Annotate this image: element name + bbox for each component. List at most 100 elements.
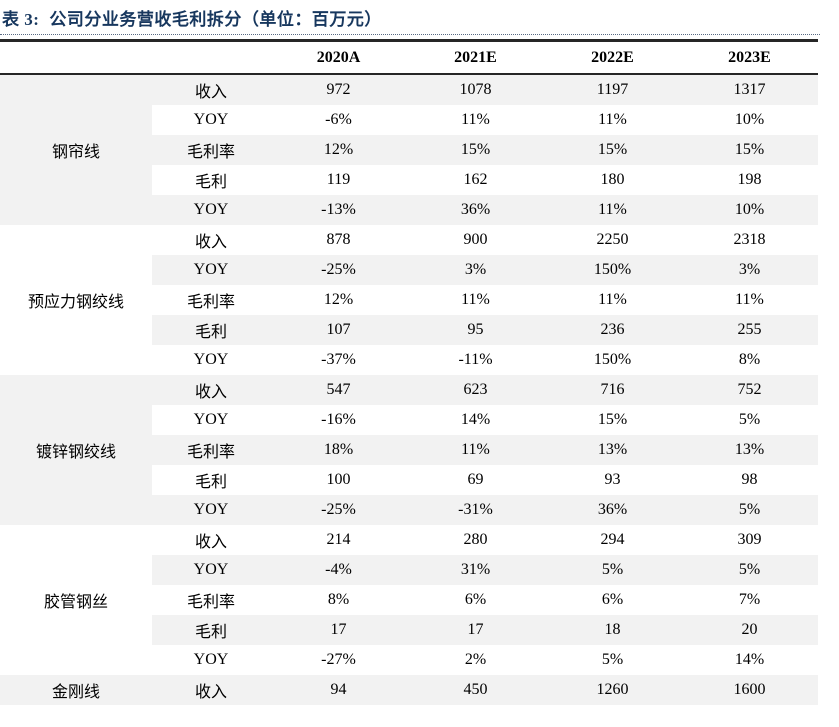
value-cell: 1078 bbox=[407, 74, 544, 105]
value-cell: -25% bbox=[270, 255, 407, 285]
value-cell: 119 bbox=[270, 165, 407, 195]
value-cell: 180 bbox=[544, 165, 681, 195]
year-header-cell: 2022E bbox=[544, 40, 681, 75]
value-cell: 17 bbox=[407, 615, 544, 645]
metric-label-cell: 毛利率 bbox=[152, 435, 270, 465]
value-cell: 15% bbox=[544, 405, 681, 435]
value-cell: 107 bbox=[270, 315, 407, 345]
header-empty-cell bbox=[0, 40, 270, 75]
value-cell: 294 bbox=[544, 525, 681, 555]
value-cell: 5% bbox=[681, 495, 818, 525]
financial-table: 2020A 2021E 2022E 2023E 钢帘线 收入 972 1078 1197 131… bbox=[0, 39, 818, 705]
value-cell: 236 bbox=[544, 315, 681, 345]
table-title-text: 公司分业务营收毛利拆分（单位：百万元） bbox=[49, 10, 382, 29]
value-cell: 11% bbox=[544, 285, 681, 315]
value-cell: -25% bbox=[270, 495, 407, 525]
value-cell: 13% bbox=[681, 435, 818, 465]
value-cell: 95 bbox=[407, 315, 544, 345]
value-cell: 900 bbox=[407, 225, 544, 255]
table-row: 金刚线 收入 94 450 1260 1600 bbox=[0, 675, 818, 705]
year-header-cell: 2020A bbox=[270, 40, 407, 75]
group-label-cell: 钢帘线 bbox=[0, 74, 152, 225]
metric-label-cell: YOY bbox=[152, 195, 270, 225]
value-cell: 17 bbox=[270, 615, 407, 645]
value-cell: 1600 bbox=[681, 675, 818, 705]
value-cell: 150% bbox=[544, 255, 681, 285]
value-cell: 2250 bbox=[544, 225, 681, 255]
value-cell: 11% bbox=[544, 105, 681, 135]
metric-label-cell: YOY bbox=[152, 405, 270, 435]
table-row: 毛利率 18% 11% 13% 13% bbox=[0, 435, 818, 465]
metric-label-cell: 收入 bbox=[152, 675, 270, 705]
value-cell: 972 bbox=[270, 74, 407, 105]
table-row: YOY -25% -31% 36% 5% bbox=[0, 495, 818, 525]
value-cell: 150% bbox=[544, 345, 681, 375]
metric-label-cell: 收入 bbox=[152, 375, 270, 405]
value-cell: 13% bbox=[544, 435, 681, 465]
header-row: 2020A 2021E 2022E 2023E bbox=[0, 40, 818, 75]
value-cell: 6% bbox=[407, 585, 544, 615]
metric-label-cell: YOY bbox=[152, 105, 270, 135]
table-row: 毛利率 8% 6% 6% 7% bbox=[0, 585, 818, 615]
value-cell: 36% bbox=[407, 195, 544, 225]
group-label-cell: 镀锌钢绞线 bbox=[0, 375, 152, 525]
value-cell: 11% bbox=[407, 435, 544, 465]
table-row: 镀锌钢绞线 收入 547 623 716 752 bbox=[0, 375, 818, 525]
value-cell: 309 bbox=[681, 525, 818, 555]
value-cell: 12% bbox=[270, 135, 407, 165]
table-row: 毛利 119 162 180 198 bbox=[0, 165, 818, 195]
metric-label-cell: YOY bbox=[152, 345, 270, 375]
value-cell: 198 bbox=[681, 165, 818, 195]
value-cell: 18 bbox=[544, 615, 681, 645]
table-row: 毛利 107 95 236 255 bbox=[0, 315, 818, 345]
value-cell: 547 bbox=[270, 375, 407, 405]
value-cell: 10% bbox=[681, 195, 818, 225]
value-cell: 3% bbox=[681, 255, 818, 285]
table-row: YOY -16% 14% 15% 5% bbox=[0, 405, 818, 435]
value-cell: 11% bbox=[681, 285, 818, 315]
value-cell: 15% bbox=[681, 135, 818, 165]
metric-label-cell: 毛利率 bbox=[152, 585, 270, 615]
value-cell: -27% bbox=[270, 645, 407, 675]
table-title-number: 表 3: bbox=[2, 10, 40, 29]
value-cell: 878 bbox=[270, 225, 407, 255]
value-cell: 450 bbox=[407, 675, 544, 705]
value-cell: 100 bbox=[270, 465, 407, 495]
table-row: YOY -4% 31% 5% 5% bbox=[0, 555, 818, 585]
table-row: YOY -13% 36% 11% 10% bbox=[0, 195, 818, 225]
value-cell: 5% bbox=[681, 405, 818, 435]
group-label-cell: 预应力钢绞线 bbox=[0, 225, 152, 375]
value-cell: 10% bbox=[681, 105, 818, 135]
value-cell: 15% bbox=[407, 135, 544, 165]
value-cell: 20 bbox=[681, 615, 818, 645]
value-cell: 15% bbox=[544, 135, 681, 165]
value-cell: 2% bbox=[407, 645, 544, 675]
value-cell: -13% bbox=[270, 195, 407, 225]
value-cell: 11% bbox=[407, 285, 544, 315]
metric-label-cell: 毛利 bbox=[152, 315, 270, 345]
value-cell: 162 bbox=[407, 165, 544, 195]
value-cell: 623 bbox=[407, 375, 544, 405]
table-row: 胶管钢丝 收入 214 280 294 309 bbox=[0, 525, 818, 675]
value-cell: 11% bbox=[544, 195, 681, 225]
value-cell: 14% bbox=[407, 405, 544, 435]
metric-label-cell: 毛利 bbox=[152, 615, 270, 645]
value-cell: 2318 bbox=[681, 225, 818, 255]
metric-label-cell: 收入 bbox=[152, 525, 270, 555]
value-cell: -6% bbox=[270, 105, 407, 135]
metric-label-cell: 毛利 bbox=[152, 465, 270, 495]
metric-label-cell: 收入 bbox=[152, 74, 270, 105]
value-cell: 36% bbox=[544, 495, 681, 525]
value-cell: 716 bbox=[544, 375, 681, 405]
value-cell: 752 bbox=[681, 375, 818, 405]
table-row: 毛利 17 17 18 20 bbox=[0, 615, 818, 645]
value-cell: 8% bbox=[681, 345, 818, 375]
value-cell: -37% bbox=[270, 345, 407, 375]
value-cell: 5% bbox=[681, 555, 818, 585]
table-row: 钢帘线 收入 972 1078 1197 1317 bbox=[0, 74, 818, 225]
group-label-cell: 金刚线 bbox=[0, 675, 152, 705]
table-row: 毛利 100 69 93 98 bbox=[0, 465, 818, 495]
table-row: YOY -27% 2% 5% 14% bbox=[0, 645, 818, 675]
year-header-cell: 2023E bbox=[681, 40, 818, 75]
year-header-cell: 2021E bbox=[407, 40, 544, 75]
